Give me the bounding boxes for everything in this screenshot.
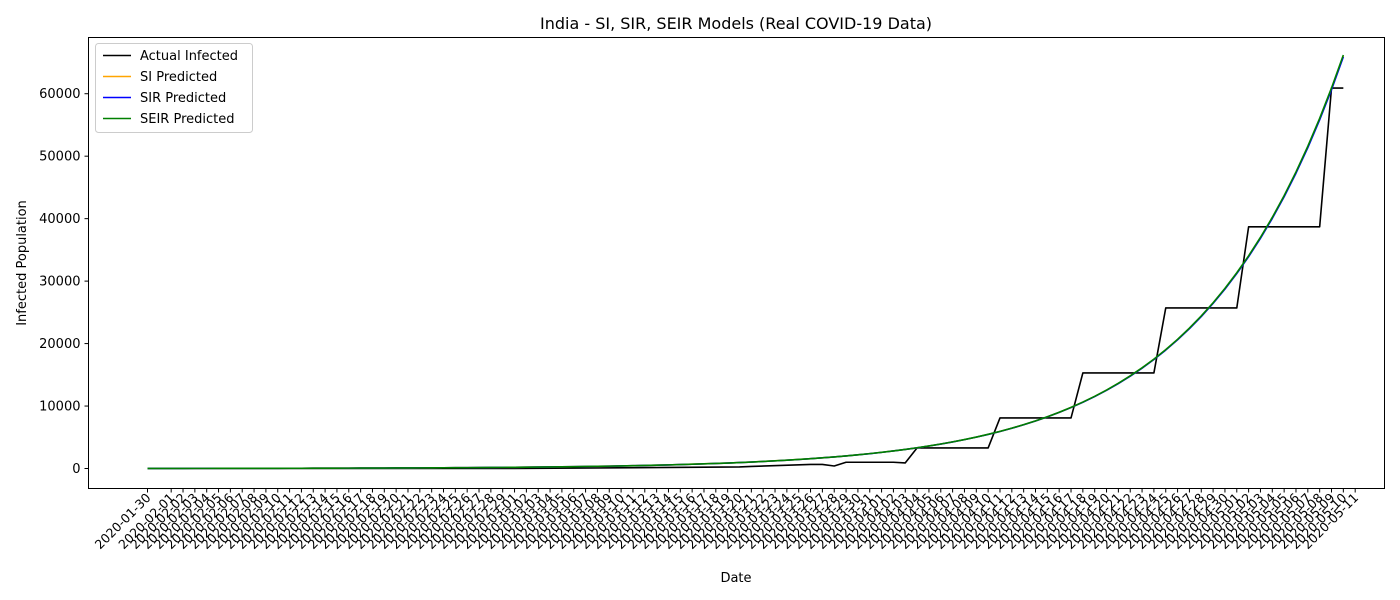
plot-lines	[147, 54, 1345, 470]
legend-label: SEIR Predicted	[140, 112, 235, 127]
y-tick-label: 0	[72, 462, 80, 477]
legend: Actual Infected SI Predicted SIR Predicted…	[95, 43, 253, 133]
series-line-4	[147, 54, 1345, 470]
y-tick-label: 60000	[39, 87, 80, 102]
y-tick-label: 10000	[39, 400, 80, 415]
y-tick-label: 40000	[39, 212, 80, 227]
series-line-2	[147, 55, 1345, 470]
y-axis-ticks: 0 10000 20000 30000 40000 50000 60000	[39, 87, 89, 477]
plot-frame	[88, 37, 1385, 489]
x-axis-ticks: 2020-01-302020-02-012020-02-022020-02-03…	[92, 488, 1361, 552]
legend-label: SI Predicted	[140, 70, 217, 85]
legend-label: Actual Infected	[140, 49, 238, 64]
y-tick-label: 30000	[39, 275, 80, 290]
y-tick-label: 20000	[39, 337, 80, 352]
chart-title: India - SI, SIR, SEIR Models (Real COVID…	[540, 14, 932, 33]
x-axis-label: Date	[720, 571, 751, 586]
legend-label: SIR Predicted	[140, 91, 226, 106]
series-line-1	[147, 87, 1344, 470]
series-line-3	[147, 56, 1345, 470]
y-axis-label: Infected Population	[15, 200, 30, 326]
legend-box	[95, 43, 253, 133]
y-tick-label: 50000	[39, 150, 80, 165]
